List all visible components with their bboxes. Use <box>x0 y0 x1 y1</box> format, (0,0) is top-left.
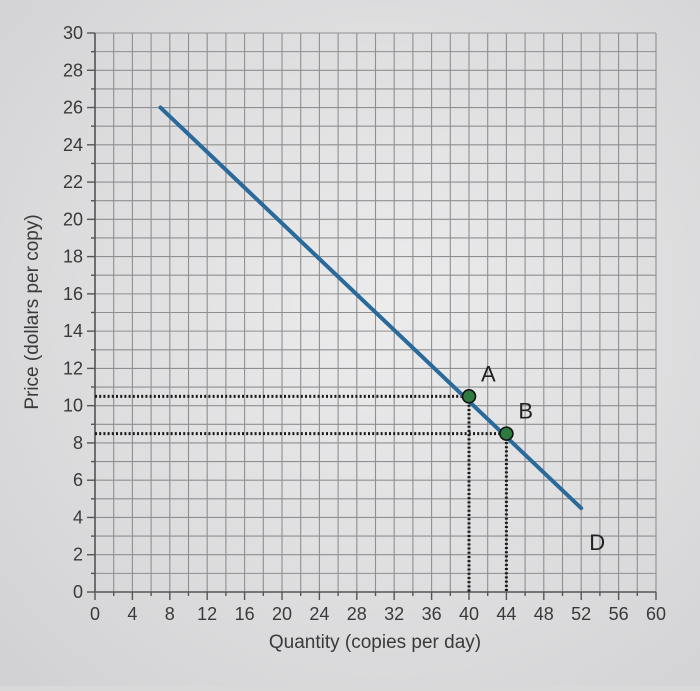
points: AB <box>461 361 533 441</box>
x-tick-label: 32 <box>384 604 404 624</box>
series-label: D <box>589 530 605 555</box>
data-point-label: A <box>481 361 496 386</box>
x-tick-label: 44 <box>496 604 516 624</box>
y-tick-label: 22 <box>63 172 83 192</box>
y-tick-label: 26 <box>63 98 83 118</box>
data-point-marker <box>499 426 514 441</box>
x-tick-label: 24 <box>309 604 329 624</box>
x-tick-label: 28 <box>347 604 367 624</box>
y-tick-label: 8 <box>73 433 83 453</box>
y-tick-label: 14 <box>63 321 83 341</box>
y-tick-label: 10 <box>63 396 83 416</box>
data-point-label: B <box>518 399 533 424</box>
x-tick-label: 4 <box>127 604 137 624</box>
x-tick-label: 16 <box>235 604 255 624</box>
y-axis-title: Price (dollars per copy) <box>22 214 43 409</box>
x-tick-label: 52 <box>571 604 591 624</box>
y-tick-label: 2 <box>73 545 83 565</box>
y-tick-label: 4 <box>73 507 83 527</box>
guide-lines <box>95 394 508 592</box>
y-tick-label: 24 <box>63 135 83 155</box>
axes <box>87 32 657 600</box>
y-tick-label: 18 <box>63 247 83 267</box>
x-tick-label: 56 <box>609 604 629 624</box>
x-tick-label: 40 <box>459 604 479 624</box>
x-tick-label: 48 <box>534 604 554 624</box>
series: D <box>158 105 605 555</box>
x-tick-label: 36 <box>422 604 442 624</box>
x-axis-title: Quantity (copies per day) <box>269 632 481 653</box>
y-tick-label: 12 <box>63 358 83 378</box>
y-tick-label: 20 <box>63 209 83 229</box>
data-point-marker <box>461 389 477 404</box>
x-tick-label: 8 <box>165 604 175 624</box>
y-tick-label: 16 <box>63 284 83 304</box>
x-tick-label: 60 <box>646 604 666 624</box>
grid <box>94 32 657 593</box>
y-tick-label: 28 <box>63 60 83 80</box>
x-tick-label: 12 <box>197 604 217 624</box>
x-tick-label: 0 <box>90 604 100 624</box>
demand-curve-line <box>158 105 584 511</box>
y-tick-label: 0 <box>73 582 83 602</box>
y-tick-label: 6 <box>73 470 83 490</box>
y-tick-label: 30 <box>63 23 83 43</box>
x-tick-label: 20 <box>272 604 292 624</box>
